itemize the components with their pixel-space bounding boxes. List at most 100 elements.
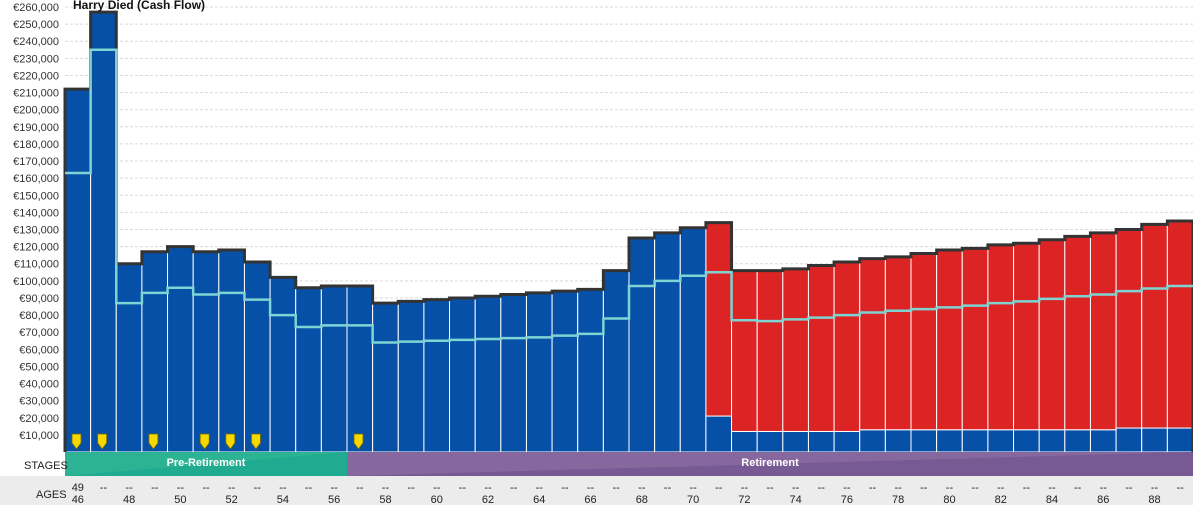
bar-segment-blue[interactable] xyxy=(731,430,758,453)
bar-segment-blue[interactable] xyxy=(884,429,912,453)
age-label-top: -- xyxy=(664,482,672,494)
age-label-top: -- xyxy=(895,482,903,494)
bar-segment-blue[interactable] xyxy=(295,287,322,453)
y-tick-label: €220,000 xyxy=(13,70,59,82)
bar-segment-red[interactable] xyxy=(987,244,1015,431)
bar-segment-blue[interactable] xyxy=(423,299,451,453)
event-marker-icon[interactable] xyxy=(353,433,364,450)
bar-segment-red[interactable] xyxy=(1064,235,1091,431)
bar-segment-blue[interactable] xyxy=(167,246,194,453)
age-label-top: -- xyxy=(818,482,826,494)
bar-segment-blue[interactable] xyxy=(372,302,399,453)
bar-segment-blue[interactable] xyxy=(807,430,835,453)
event-marker-icon[interactable] xyxy=(71,433,82,450)
bar-segment-blue[interactable] xyxy=(961,429,989,453)
bar-segment-blue[interactable] xyxy=(679,227,707,453)
bar-segment-blue[interactable] xyxy=(141,251,169,453)
age-label: 48 xyxy=(123,494,135,505)
age-label-top: -- xyxy=(536,482,544,494)
bar-segment-blue[interactable] xyxy=(602,270,630,453)
bar-segment-blue[interactable] xyxy=(346,285,374,453)
bar-segment-red[interactable] xyxy=(782,268,809,432)
stages-band: Pre-Retirement Retirement xyxy=(65,452,1193,476)
bar-segment-blue[interactable] xyxy=(1089,429,1117,453)
bar-segment-red[interactable] xyxy=(1089,232,1117,431)
bar-segment-blue[interactable] xyxy=(1013,429,1040,453)
age-label-top: -- xyxy=(766,482,774,494)
age-label-top: -- xyxy=(613,482,621,494)
bar-segment-blue[interactable] xyxy=(474,295,502,453)
bar-segment-blue[interactable] xyxy=(782,430,809,453)
total-outline xyxy=(63,10,1193,452)
bar-segment-blue[interactable] xyxy=(115,263,143,453)
bar-segment-blue[interactable] xyxy=(192,251,220,453)
bar-segment-red[interactable] xyxy=(833,261,861,432)
bar-segment-blue[interactable] xyxy=(64,88,92,453)
bars xyxy=(64,11,1193,453)
bar-segment-blue[interactable] xyxy=(243,261,271,453)
age-label-top: -- xyxy=(638,482,646,494)
bar-segment-blue[interactable] xyxy=(1166,427,1193,453)
bar-segment-blue[interactable] xyxy=(910,429,938,453)
bar-segment-blue[interactable] xyxy=(1064,429,1091,453)
y-tick-label: €100,000 xyxy=(13,276,59,288)
event-marker-icon[interactable] xyxy=(225,433,236,450)
bar-segment-red[interactable] xyxy=(1166,220,1193,429)
bar-segment-blue[interactable] xyxy=(320,285,348,453)
bar-segment-red[interactable] xyxy=(936,249,963,431)
bar-segment-blue[interactable] xyxy=(859,429,886,453)
bar-segment-blue[interactable] xyxy=(1038,429,1066,453)
age-label-top: -- xyxy=(459,482,467,494)
bar-segment-red[interactable] xyxy=(1141,223,1168,429)
age-label-top: -- xyxy=(1074,482,1082,494)
bar-segment-blue[interactable] xyxy=(654,232,681,453)
y-tick-label: €170,000 xyxy=(13,156,59,168)
bar-segment-blue[interactable] xyxy=(628,237,656,453)
age-label: 74 xyxy=(790,494,802,505)
bar-segment-red[interactable] xyxy=(705,222,733,417)
bar-segment-blue[interactable] xyxy=(987,429,1015,453)
bar-segment-red[interactable] xyxy=(859,258,886,431)
bar-segment-blue[interactable] xyxy=(90,11,117,453)
bar-segment-red[interactable] xyxy=(1038,239,1066,431)
bar-segment-blue[interactable] xyxy=(756,430,784,453)
age-label-top: -- xyxy=(587,482,595,494)
age-label: 86 xyxy=(1097,494,1109,505)
bar-segment-blue[interactable] xyxy=(577,288,604,453)
age-label-top: 49 xyxy=(72,482,84,494)
age-label: 88 xyxy=(1148,494,1160,505)
bar-segment-blue[interactable] xyxy=(500,294,527,453)
bar-segment-red[interactable] xyxy=(731,270,758,432)
bar-segment-blue[interactable] xyxy=(397,300,425,453)
y-tick-label: €240,000 xyxy=(13,36,59,48)
bar-segment-blue[interactable] xyxy=(525,292,553,453)
bar-segment-red[interactable] xyxy=(1115,229,1143,429)
event-marker-icon[interactable] xyxy=(251,433,261,450)
bar-segment-blue[interactable] xyxy=(1141,427,1168,453)
age-label: 84 xyxy=(1046,494,1058,505)
bar-segment-blue[interactable] xyxy=(218,249,245,453)
bar-segment-blue[interactable] xyxy=(551,290,579,453)
bar-segment-blue[interactable] xyxy=(936,429,963,453)
event-marker-icon[interactable] xyxy=(199,433,210,450)
event-marker-icon[interactable] xyxy=(97,433,108,450)
bar-segment-red[interactable] xyxy=(910,252,938,431)
bar-segment-blue[interactable] xyxy=(1115,427,1143,453)
bar-segment-red[interactable] xyxy=(756,270,784,432)
bar-segment-red[interactable] xyxy=(961,247,989,431)
bar-segment-red[interactable] xyxy=(1013,242,1040,431)
age-label-top: -- xyxy=(279,482,287,494)
bar-segment-blue[interactable] xyxy=(449,297,476,453)
y-tick-label: €40,000 xyxy=(19,379,59,391)
bar-segment-blue[interactable] xyxy=(833,430,861,453)
age-label: 56 xyxy=(328,494,340,505)
bar-segment-blue[interactable] xyxy=(705,415,733,453)
bar-segment-red[interactable] xyxy=(884,256,912,431)
y-tick-label: €140,000 xyxy=(13,207,59,219)
age-label: 50 xyxy=(174,494,186,505)
y-tick-label: €130,000 xyxy=(13,225,59,237)
event-marker-icon[interactable] xyxy=(148,433,159,450)
bar-segment-blue[interactable] xyxy=(269,276,297,453)
bar-segment-red[interactable] xyxy=(807,264,835,432)
